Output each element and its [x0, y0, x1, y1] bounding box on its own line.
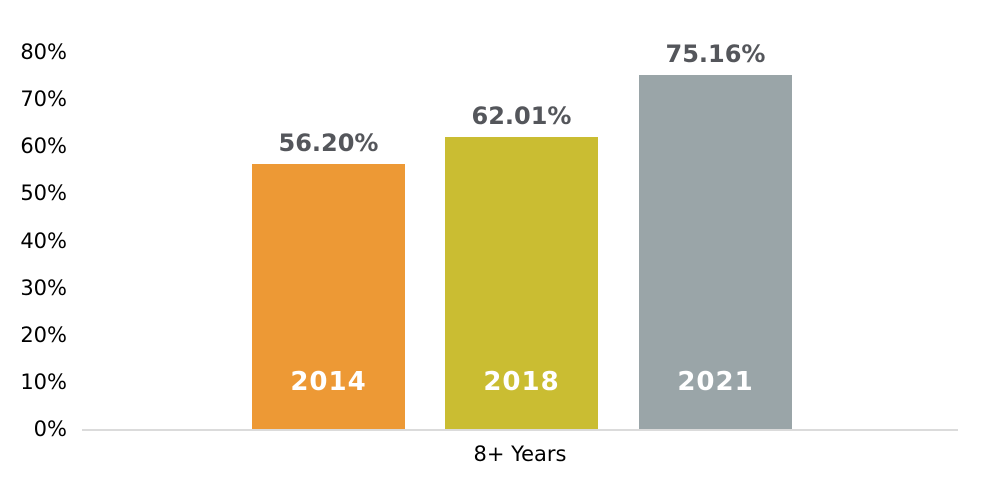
- y-tick-label-50pct: 50%: [20, 181, 67, 206]
- y-tick-label-70pct: 70%: [20, 87, 67, 112]
- y-axis: 0% 10% 20% 30% 40% 50% 60% 70% 80%: [0, 0, 67, 494]
- y-tick-label-40pct: 40%: [20, 228, 67, 253]
- y-tick-label-80pct: 80%: [20, 40, 67, 64]
- value-label-2018: 62.01%: [471, 102, 572, 130]
- bar-2014: 2014: [252, 164, 405, 429]
- x-axis-label: 8+ Years: [473, 442, 567, 466]
- y-tick-label-20pct: 20%: [20, 322, 67, 347]
- y-tick-label-60pct: 60%: [20, 134, 67, 159]
- value-label-2014: 56.20%: [278, 129, 379, 157]
- y-tick-label-0pct: 0%: [33, 417, 67, 441]
- x-axis-line: [82, 429, 958, 431]
- bar-2021: 2021: [639, 75, 792, 429]
- value-label-2021: 75.16%: [665, 40, 766, 68]
- y-tick-label-10pct: 10%: [20, 369, 67, 394]
- bar-year-label-2021: 2021: [677, 367, 754, 397]
- bar-year-label-2018: 2018: [483, 367, 560, 397]
- y-tick-label-30pct: 30%: [20, 275, 67, 300]
- bar-2018: 2018: [445, 137, 598, 429]
- bar-year-label-2014: 2014: [290, 367, 367, 397]
